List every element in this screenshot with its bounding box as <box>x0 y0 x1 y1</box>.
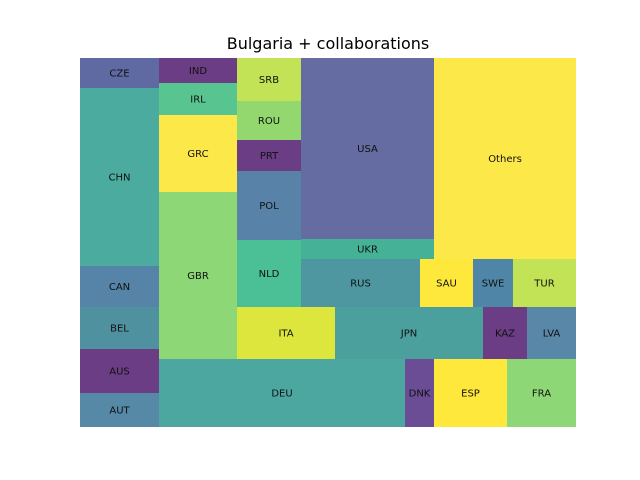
treemap-cell-lva: LVA <box>527 307 576 359</box>
treemap-cell-prt: PRT <box>237 140 301 171</box>
treemap-label-fra: FRA <box>532 389 551 400</box>
treemap-label-grc: GRC <box>187 149 208 160</box>
treemap-label-rus: RUS <box>350 279 371 290</box>
treemap-rect-ukr <box>301 239 434 259</box>
treemap-cell-cze: CZE <box>80 58 159 88</box>
treemap-label-others: Others <box>488 154 522 165</box>
treemap-label-rou: ROU <box>258 116 280 127</box>
treemap-rect-bel <box>80 307 159 349</box>
treemap-label-gbr: GBR <box>187 271 209 282</box>
treemap-cell-nld: NLD <box>237 240 301 307</box>
treemap-cell-aus: AUS <box>80 349 159 393</box>
treemap-cells: CZE CHN CAN BEL AUS AUT IND IRL GRC GBR SRB ROU PRT P… <box>80 58 576 427</box>
treemap-label-dnk: DNK <box>409 389 431 400</box>
treemap-label-can: CAN <box>109 282 130 293</box>
treemap-cell-srb: SRB <box>237 58 301 101</box>
treemap-rect-gbr <box>159 192 237 359</box>
treemap-cell-grc: GRC <box>159 115 237 192</box>
treemap-rect-sau <box>420 259 473 307</box>
treemap-cell-swe: SWE <box>473 259 513 307</box>
treemap-rect-grc <box>159 115 237 192</box>
treemap-rect-srb <box>237 58 301 101</box>
treemap-rect-aus <box>80 349 159 393</box>
treemap-rect-swe <box>473 259 513 307</box>
treemap-cell-ita: ITA <box>237 307 335 359</box>
treemap-rect-lva <box>527 307 576 359</box>
treemap-cell-rou: ROU <box>237 101 301 140</box>
treemap-cell-fra: FRA <box>507 359 576 427</box>
chart-title: Bulgaria + collaborations <box>227 34 430 53</box>
treemap-label-prt: PRT <box>260 151 279 162</box>
treemap-label-pol: POL <box>259 201 279 212</box>
treemap-label-cze: CZE <box>109 69 129 80</box>
treemap-rect-others <box>434 58 576 259</box>
treemap-rect-tur <box>513 259 576 307</box>
treemap-rect-rus <box>301 259 420 307</box>
treemap-cell-usa: USA <box>301 58 434 239</box>
treemap-rect-irl <box>159 83 237 115</box>
treemap-rect-ita <box>237 307 335 359</box>
treemap-cell-others: Others <box>434 58 576 259</box>
treemap-label-swe: SWE <box>482 279 505 290</box>
treemap-label-sau: SAU <box>436 279 457 290</box>
treemap-label-ita: ITA <box>278 329 293 340</box>
treemap-cell-dnk: DNK <box>405 359 434 427</box>
treemap-cell-gbr: GBR <box>159 192 237 359</box>
treemap-cell-ukr: UKR <box>301 239 434 259</box>
treemap-cell-aut: AUT <box>80 393 159 427</box>
treemap-label-aut: AUT <box>109 406 130 417</box>
treemap-label-esp: ESP <box>461 389 480 400</box>
treemap-cell-pol: POL <box>237 171 301 240</box>
treemap-rect-nld <box>237 240 301 307</box>
treemap-cell-esp: ESP <box>434 359 507 427</box>
treemap-rect-cze <box>80 58 159 88</box>
treemap-label-srb: SRB <box>259 75 279 86</box>
treemap-cell-rus: RUS <box>301 259 420 307</box>
treemap-label-nld: NLD <box>259 269 280 280</box>
treemap-label-irl: IRL <box>190 95 206 106</box>
treemap-label-deu: DEU <box>271 389 292 400</box>
treemap-label-kaz: KAZ <box>495 329 515 340</box>
treemap-cell-bel: BEL <box>80 307 159 349</box>
treemap-rect-can <box>80 266 159 307</box>
treemap-cell-chn: CHN <box>80 88 159 266</box>
treemap-rect-fra <box>507 359 576 427</box>
treemap-label-lva: LVA <box>543 329 561 340</box>
treemap-label-aus: AUS <box>109 367 130 378</box>
treemap-label-usa: USA <box>357 144 378 155</box>
treemap-cell-deu: DEU <box>159 359 405 427</box>
treemap-label-ind: IND <box>189 66 207 77</box>
treemap-label-chn: CHN <box>109 173 131 184</box>
treemap-rect-usa <box>301 58 434 239</box>
treemap-label-tur: TUR <box>533 279 554 290</box>
treemap-label-bel: BEL <box>110 324 129 335</box>
treemap-rect-prt <box>237 140 301 171</box>
treemap-rect-dnk <box>405 359 434 427</box>
treemap-cell-ind: IND <box>159 58 237 83</box>
treemap-cell-sau: SAU <box>420 259 473 307</box>
treemap-cell-tur: TUR <box>513 259 576 307</box>
treemap-rect-kaz <box>483 307 527 359</box>
treemap-rect-esp <box>434 359 507 427</box>
treemap-rect-jpn <box>335 307 483 359</box>
treemap-rect-chn <box>80 88 159 266</box>
treemap-cell-jpn: JPN <box>335 307 483 359</box>
treemap-cell-can: CAN <box>80 266 159 307</box>
treemap-cell-irl: IRL <box>159 83 237 115</box>
treemap-rect-deu <box>159 359 405 427</box>
treemap-rect-aut <box>80 393 159 427</box>
treemap-cell-kaz: KAZ <box>483 307 527 359</box>
treemap-rect-pol <box>237 171 301 240</box>
treemap-rect-rou <box>237 101 301 140</box>
treemap-label-ukr: UKR <box>357 245 378 256</box>
treemap-label-jpn: JPN <box>400 329 417 340</box>
treemap-rect-ind <box>159 58 237 83</box>
